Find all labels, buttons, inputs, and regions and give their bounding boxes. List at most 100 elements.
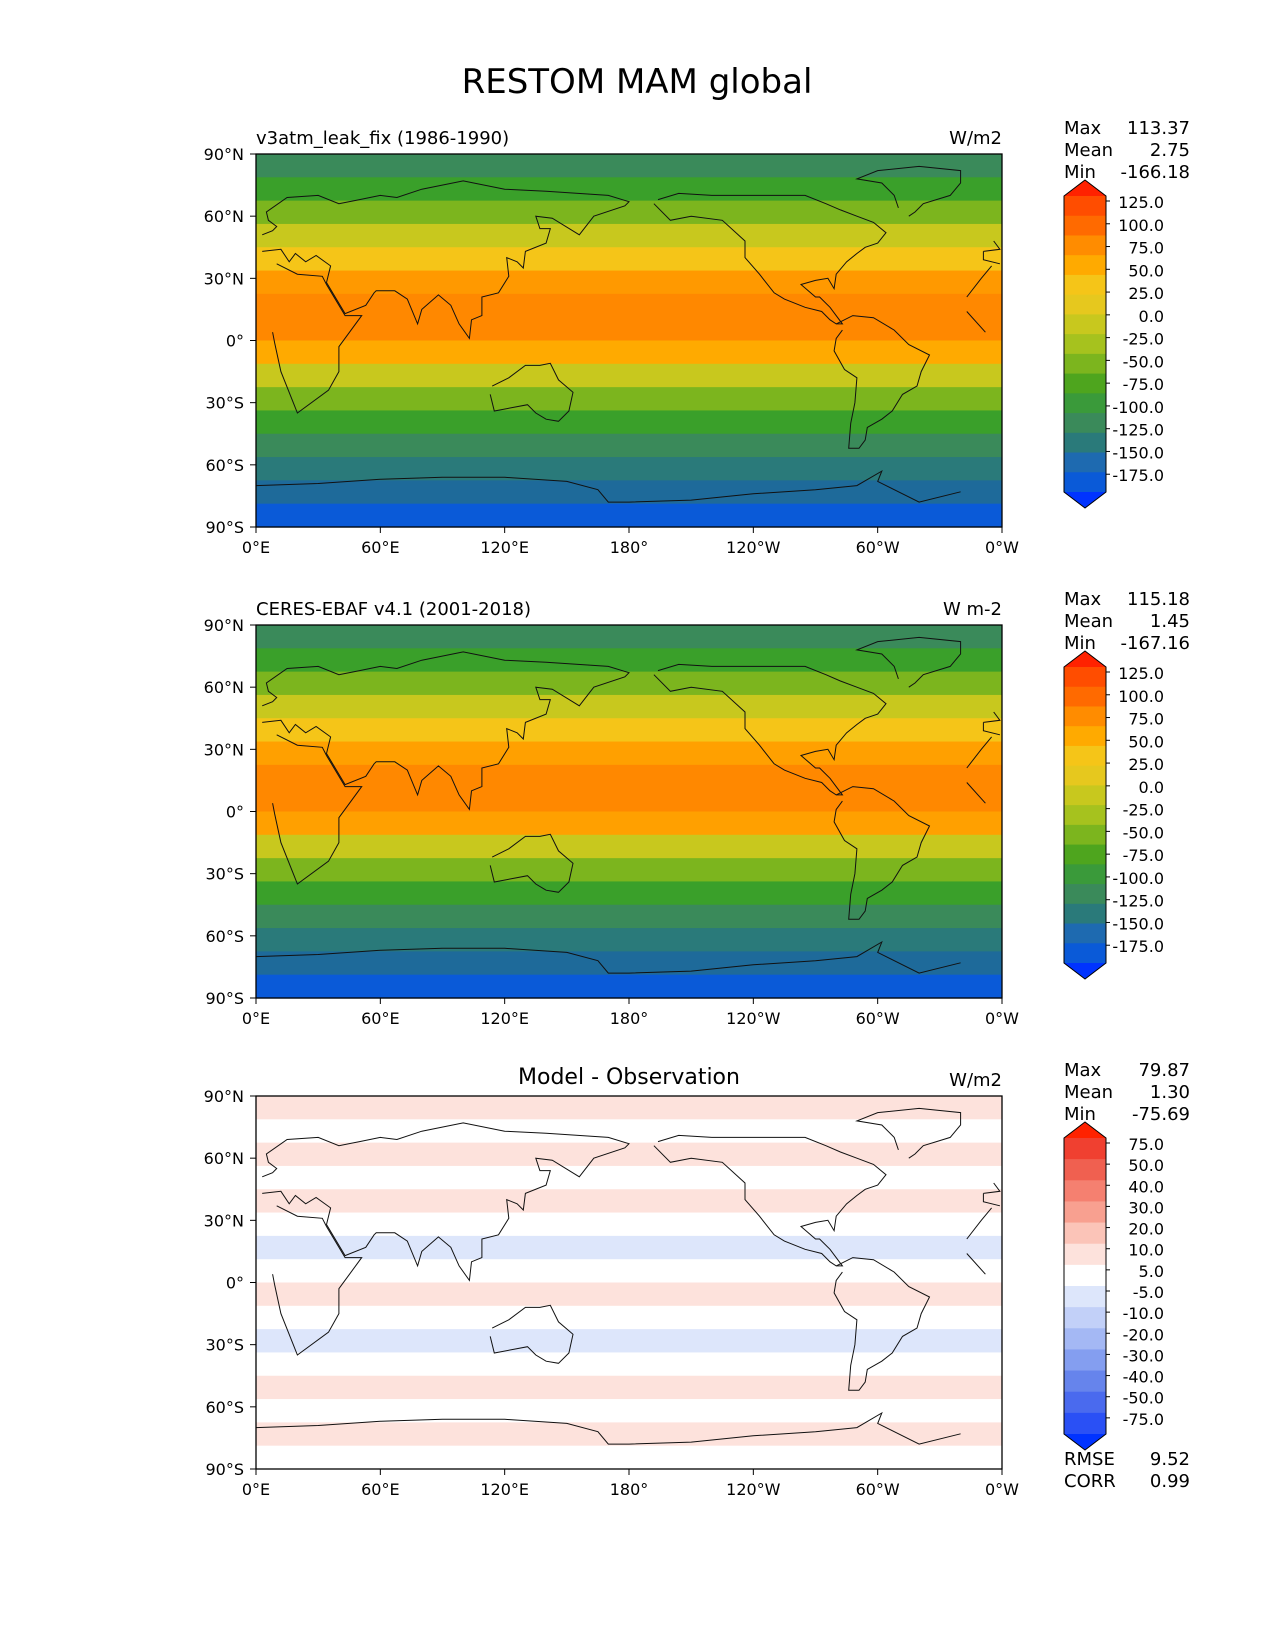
colorbar-segment bbox=[1064, 314, 1106, 335]
lat-band bbox=[256, 247, 1002, 272]
lat-band bbox=[256, 433, 1002, 458]
coastline-antarctica bbox=[255, 1411, 961, 1445]
y-tick-label: 30°N bbox=[204, 740, 244, 759]
lat-band bbox=[256, 764, 1002, 789]
y-tick-label: 60°S bbox=[205, 927, 244, 946]
colorbar-segment bbox=[1064, 1328, 1106, 1350]
y-tick-label: 0° bbox=[226, 803, 244, 822]
x-tick-label: 60°W bbox=[856, 1480, 900, 1499]
extra-stat-label: CORR bbox=[1064, 1471, 1116, 1492]
colorbar-segment bbox=[1064, 235, 1106, 256]
panel-left-title: CERES-EBAF v4.1 (2001-2018) bbox=[256, 599, 531, 620]
colorbar-segment bbox=[1064, 1159, 1106, 1181]
y-tick-label: 90°N bbox=[204, 1087, 244, 1106]
colorbar-label: -20.0 bbox=[1123, 1325, 1164, 1344]
stat-value: -166.18 bbox=[1121, 162, 1190, 183]
colorbar-segment bbox=[1064, 432, 1106, 454]
coastline-africa bbox=[272, 1205, 992, 1356]
panels: v3atm_leak_fix (1986-1990) W/m2 0°E 60°E 120… bbox=[204, 118, 1190, 1499]
lat-band bbox=[256, 928, 1002, 952]
colorbar-segment bbox=[1064, 884, 1106, 905]
x-tick-label: 0°W bbox=[985, 1480, 1019, 1499]
colorbar-label: -150.0 bbox=[1112, 443, 1164, 462]
lat-band bbox=[256, 1119, 1002, 1144]
lat-band bbox=[256, 1259, 1002, 1284]
figure-title: RESTOM MAM global bbox=[462, 62, 813, 102]
colorbar-label: 100.0 bbox=[1118, 216, 1164, 235]
coastline-antarctica bbox=[255, 469, 961, 503]
lat-band bbox=[256, 410, 1002, 435]
colorbar-label: 125.0 bbox=[1118, 193, 1164, 212]
x-tick-label: 180° bbox=[610, 1009, 649, 1028]
coastline-australia bbox=[489, 362, 574, 422]
coastline-australia bbox=[489, 1304, 574, 1364]
x-tick-label: 120°W bbox=[726, 538, 781, 557]
lat-band bbox=[256, 951, 1002, 976]
coastline-australia bbox=[489, 833, 574, 893]
colorbar-extend-max bbox=[1064, 180, 1106, 196]
y-tick-label: 0° bbox=[226, 332, 244, 351]
colorbar-label: -100.0 bbox=[1112, 398, 1164, 417]
lat-band bbox=[256, 480, 1002, 505]
y-tick-label: 60°N bbox=[204, 678, 244, 697]
colorbar-segment bbox=[1064, 1180, 1106, 1202]
lat-band bbox=[256, 503, 1002, 528]
panel-obs: CERES-EBAF v4.1 (2001-2018) W m-2 0°E 60°E 1… bbox=[204, 589, 1190, 1028]
colorbar-segment bbox=[1064, 785, 1106, 806]
y-tick-label: 60°S bbox=[205, 456, 244, 475]
colorbar-outline bbox=[1063, 650, 1107, 980]
coastline-eurasia bbox=[262, 1122, 1001, 1282]
lat-band bbox=[256, 387, 1002, 412]
colorbar-segment bbox=[1064, 903, 1106, 925]
colorbar-label: 40.0 bbox=[1128, 1177, 1164, 1196]
colorbar-segment bbox=[1064, 255, 1106, 276]
lat-band bbox=[256, 317, 1002, 342]
colorbar-extend-min bbox=[1064, 492, 1106, 508]
colorbar-segment bbox=[1064, 667, 1106, 688]
lat-band bbox=[256, 154, 1002, 178]
colorbar-label: -125.0 bbox=[1112, 892, 1164, 911]
x-tick-label: 0°W bbox=[985, 1009, 1019, 1028]
lat-band bbox=[256, 293, 1002, 318]
extra-stat-label: RMSE bbox=[1064, 1449, 1115, 1470]
colorbar-segment bbox=[1064, 472, 1106, 493]
colorbar-label: -125.0 bbox=[1112, 421, 1164, 440]
colorbar-label: -175.0 bbox=[1112, 937, 1164, 956]
y-tick-label: 30°N bbox=[204, 269, 244, 288]
colorbar-segment bbox=[1064, 1138, 1106, 1160]
colorbar-segment bbox=[1064, 923, 1106, 944]
colorbar-label: -75.0 bbox=[1123, 375, 1164, 394]
colorbar-segment bbox=[1064, 1201, 1106, 1224]
colorbar-segment bbox=[1064, 373, 1106, 394]
colorbar-label: -75.0 bbox=[1123, 846, 1164, 865]
colorbar-label: 30.0 bbox=[1128, 1198, 1164, 1217]
x-tick-label: 180° bbox=[610, 1480, 649, 1499]
y-tick-label: 90°N bbox=[204, 145, 244, 164]
coastline-greenland bbox=[855, 1107, 962, 1159]
coastlines bbox=[255, 1107, 1001, 1445]
lat-band bbox=[256, 694, 1002, 719]
lat-band bbox=[256, 904, 1002, 929]
coastline-antarctica bbox=[255, 940, 961, 974]
stat-value: 113.37 bbox=[1127, 118, 1190, 139]
lat-band bbox=[256, 1282, 1002, 1307]
colorbar-segment bbox=[1064, 805, 1106, 826]
lat-band bbox=[256, 811, 1002, 836]
stat-value: 1.45 bbox=[1150, 611, 1190, 632]
lat-band bbox=[256, 858, 1002, 883]
y-tick-label: 90°N bbox=[204, 616, 244, 635]
colorbar-segment bbox=[1064, 274, 1106, 296]
lat-band bbox=[256, 788, 1002, 813]
lat-band bbox=[256, 741, 1002, 766]
x-tick-label: 120°E bbox=[480, 1480, 529, 1499]
colorbar-segment bbox=[1064, 1243, 1106, 1266]
stat-label: Mean bbox=[1064, 1082, 1113, 1103]
y-tick-label: 30°S bbox=[205, 394, 244, 413]
x-tick-label: 180° bbox=[610, 538, 649, 557]
lat-band bbox=[256, 834, 1002, 859]
panel-units: W m-2 bbox=[943, 599, 1002, 620]
colorbar-segment bbox=[1064, 1307, 1106, 1329]
colorbar-label: 100.0 bbox=[1118, 687, 1164, 706]
lat-band bbox=[256, 1399, 1002, 1423]
